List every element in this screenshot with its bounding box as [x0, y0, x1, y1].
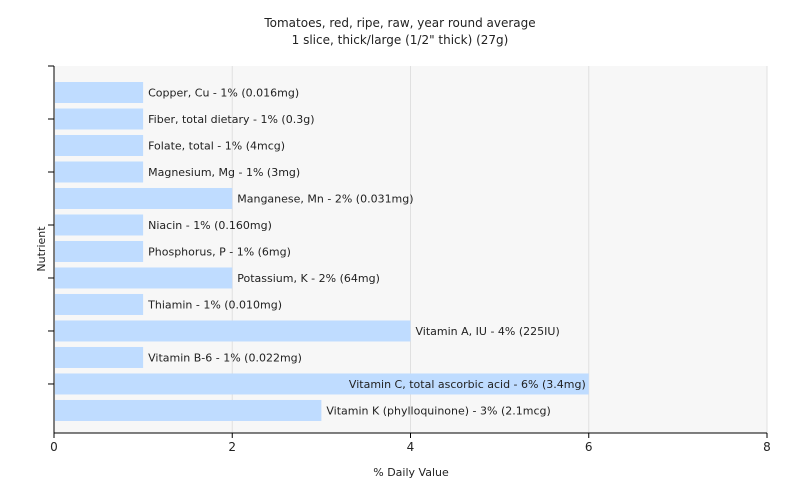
- bar-label: Niacin - 1% (0.160mg): [148, 219, 272, 232]
- bar: [55, 267, 233, 289]
- y-axis-title: Nutrient: [35, 226, 48, 272]
- x-tick-label: 0: [50, 440, 58, 454]
- bars: [55, 81, 589, 421]
- bar-label: Fiber, total dietary - 1% (0.3g): [148, 113, 314, 126]
- bar-labels: Copper, Cu - 1% (0.016mg) Fiber, total di…: [147, 86, 586, 417]
- bar-label: Magnesium, Mg - 1% (3mg): [148, 166, 300, 179]
- bar: [55, 399, 322, 421]
- bar: [55, 187, 233, 209]
- x-tick-label: 4: [407, 440, 415, 454]
- bar-label: Vitamin C, total ascorbic acid - 6% (3.4…: [349, 378, 586, 391]
- bar-label: Vitamin A, IU - 4% (225IU): [416, 325, 560, 338]
- bar-label: Thiamin - 1% (0.010mg): [147, 298, 282, 311]
- bar: [55, 214, 144, 236]
- bar-label: Phosphorus, P - 1% (6mg): [148, 245, 291, 258]
- chart-title: Tomatoes, red, ripe, raw, year round ave…: [263, 16, 535, 30]
- x-tick-label: 6: [585, 440, 593, 454]
- bar: [55, 161, 144, 183]
- bar: [55, 240, 144, 262]
- grid-lines: [231, 66, 768, 433]
- bar: [55, 108, 144, 130]
- x-tick-label: 8: [763, 440, 771, 454]
- bar: [55, 293, 144, 315]
- chart-subtitle: 1 slice, thick/large (1/2" thick) (27g): [292, 33, 509, 47]
- x-axis-title: % Daily Value: [373, 466, 449, 479]
- x-tick-label: 2: [228, 440, 236, 454]
- bar-label: Potassium, K - 2% (64mg): [237, 272, 380, 285]
- bar-label: Vitamin B-6 - 1% (0.022mg): [148, 351, 302, 364]
- bar: [55, 81, 144, 103]
- bar-label: Manganese, Mn - 2% (0.031mg): [237, 192, 413, 205]
- bar: [55, 320, 411, 342]
- bar: [55, 134, 144, 156]
- bar-label: Vitamin K (phylloquinone) - 3% (2.1mcg): [326, 404, 550, 417]
- bar-label: Copper, Cu - 1% (0.016mg): [148, 86, 299, 99]
- bar-label: Folate, total - 1% (4mcg): [148, 139, 285, 152]
- axes: 0 2 4 6 8: [48, 65, 771, 454]
- bar: [55, 373, 589, 395]
- bar: [55, 346, 144, 368]
